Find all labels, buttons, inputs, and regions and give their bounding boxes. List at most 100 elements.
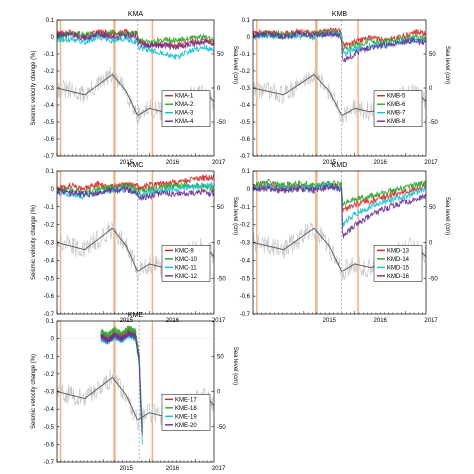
y-tick-label: -0.5 [44, 276, 55, 282]
panel-title: KMC [128, 162, 144, 169]
y-tick-label: -0.6 [44, 294, 55, 300]
shaded-band [315, 171, 318, 314]
shaded-band [151, 171, 154, 314]
x-tick-label: 2016 [166, 466, 180, 472]
legend-entry: KMB-7 [387, 111, 406, 117]
y2-tick-label: 0 [217, 86, 221, 92]
legend-entry: KMA-3 [175, 111, 194, 117]
legend-entry: KMA-2 [175, 102, 194, 108]
plot-area-kmb [253, 20, 426, 156]
y-tick-label: -0.4 [240, 103, 251, 109]
y2-tick-label: 50 [217, 205, 224, 211]
y2-axis-label: Sea level (cm) [444, 197, 450, 235]
y-tick-label: 0 [247, 35, 251, 41]
legend-entry: KME-18 [175, 406, 197, 412]
y-tick-label: -0.7 [44, 460, 55, 466]
y2-axis-label: Sea level (cm) [232, 347, 238, 385]
series-line-kmc-9 [57, 173, 214, 192]
y-tick-label: -0.4 [44, 258, 55, 264]
panel-title: KMA [128, 11, 144, 18]
y-axis-label: Seismic velocity change (%) [31, 354, 37, 429]
y2-tick-label: -50 [217, 276, 226, 282]
y-axis-label: Seismic velocity change (%) [31, 50, 37, 125]
shaded-band [113, 20, 116, 156]
series-line-kmb-8 [253, 30, 426, 63]
y-tick-label: 0.1 [46, 18, 55, 24]
y-tick-label: -0.1 [44, 52, 55, 58]
y2-tick-label: -50 [429, 276, 438, 282]
y-tick-label: 0.1 [46, 169, 55, 175]
y-tick-label: -0.4 [44, 103, 55, 109]
y-tick-label: -0.6 [44, 442, 55, 448]
y-tick-label: -0.2 [44, 69, 55, 75]
y-tick-label: -0.7 [240, 312, 251, 318]
x-tick-label: 2017 [424, 160, 438, 166]
x-tick-label: 2015 [120, 160, 134, 166]
y-tick-label: -0.5 [240, 276, 251, 282]
y-tick-label: -0.7 [44, 312, 55, 318]
series-line-kmc-12 [57, 185, 214, 202]
x-tick-label: 2016 [374, 318, 388, 324]
x-tick-label: 2016 [166, 160, 180, 166]
legend-entry: KMA-1 [175, 94, 194, 100]
shaded-band [151, 321, 154, 462]
plot-area-kma [57, 20, 214, 156]
y-tick-label: -0.4 [44, 407, 55, 413]
x-tick-label: 2015 [323, 160, 337, 166]
y-tick-label: -0.3 [240, 86, 251, 92]
y-tick-label: 0 [51, 35, 55, 41]
x-tick-label: 2015 [120, 466, 134, 472]
legend-entry: KMD-15 [387, 265, 410, 271]
y2-axis-label: Sea level (cm) [444, 46, 450, 84]
y-tick-label: -0.6 [44, 137, 55, 143]
y-tick-label: -0.1 [44, 205, 55, 211]
y-tick-label: -0.7 [44, 154, 55, 160]
shaded-band [113, 171, 116, 314]
y-tick-label: 0 [247, 187, 251, 193]
y2-axis-label: Sea level (cm) [232, 197, 238, 235]
series-line-kma-3 [57, 33, 214, 60]
legend-entry: KMC-12 [175, 274, 198, 280]
y-tick-label: 0.1 [242, 169, 251, 175]
legend-entry: KME-19 [175, 414, 197, 420]
y-tick-label: -0.5 [240, 120, 251, 126]
legend-entry: KMD-14 [387, 257, 410, 263]
plot-area-kmd [253, 171, 426, 314]
legend-entry: KME-17 [175, 397, 197, 403]
series-line-kma-4 [57, 29, 214, 52]
y2-tick-label: 50 [217, 52, 224, 58]
y2-tick-label: 50 [217, 354, 224, 360]
series-line-kmc-11 [57, 180, 214, 200]
y-tick-label: -0.6 [240, 137, 251, 143]
series-line-kma-2 [57, 28, 214, 46]
series-line-kme-18 [100, 325, 143, 429]
y2-tick-label: 50 [429, 52, 436, 58]
legend-entry: KMD-16 [387, 274, 410, 280]
y-tick-label: -0.3 [44, 390, 55, 396]
y-tick-label: 0.1 [242, 18, 251, 24]
shaded-band [357, 20, 359, 156]
y-tick-label: -0.1 [44, 354, 55, 360]
y2-tick-label: 0 [217, 241, 221, 247]
y-tick-label: -0.2 [240, 69, 251, 75]
y-tick-label: -0.5 [44, 425, 55, 431]
y-tick-label: -0.6 [240, 294, 251, 300]
legend-entry: KMD-13 [387, 248, 410, 254]
shaded-band [59, 321, 62, 462]
x-tick-label: 2017 [212, 466, 226, 472]
plot-area-kme [57, 321, 214, 462]
y2-tick-label: -50 [217, 425, 226, 431]
legend-entry: KMB-5 [387, 94, 406, 100]
y-tick-label: -0.5 [44, 120, 55, 126]
legend-entry: KMA-4 [175, 119, 194, 125]
y-tick-label: 0 [51, 337, 55, 343]
y-tick-label: -0.1 [240, 52, 251, 58]
y-tick-label: -0.3 [44, 86, 55, 92]
y-tick-label: -0.4 [240, 258, 251, 264]
y2-axis-label: Sea level (cm) [232, 46, 238, 84]
plot-area-kmc [57, 171, 214, 314]
shaded-band [113, 321, 116, 462]
y-tick-label: -0.3 [240, 241, 251, 247]
x-tick-label: 2015 [323, 318, 337, 324]
legend-entry: KME-20 [175, 423, 197, 429]
